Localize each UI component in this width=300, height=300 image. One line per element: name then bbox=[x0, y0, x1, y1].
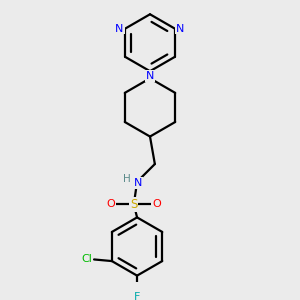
Text: S: S bbox=[130, 198, 137, 211]
Text: N: N bbox=[176, 23, 185, 34]
Text: N: N bbox=[134, 178, 142, 188]
Text: H: H bbox=[123, 174, 130, 184]
Text: O: O bbox=[152, 200, 161, 209]
Text: F: F bbox=[134, 292, 140, 300]
Text: N: N bbox=[115, 23, 124, 34]
Text: Cl: Cl bbox=[82, 254, 92, 265]
Text: N: N bbox=[146, 71, 154, 81]
Text: O: O bbox=[107, 200, 116, 209]
